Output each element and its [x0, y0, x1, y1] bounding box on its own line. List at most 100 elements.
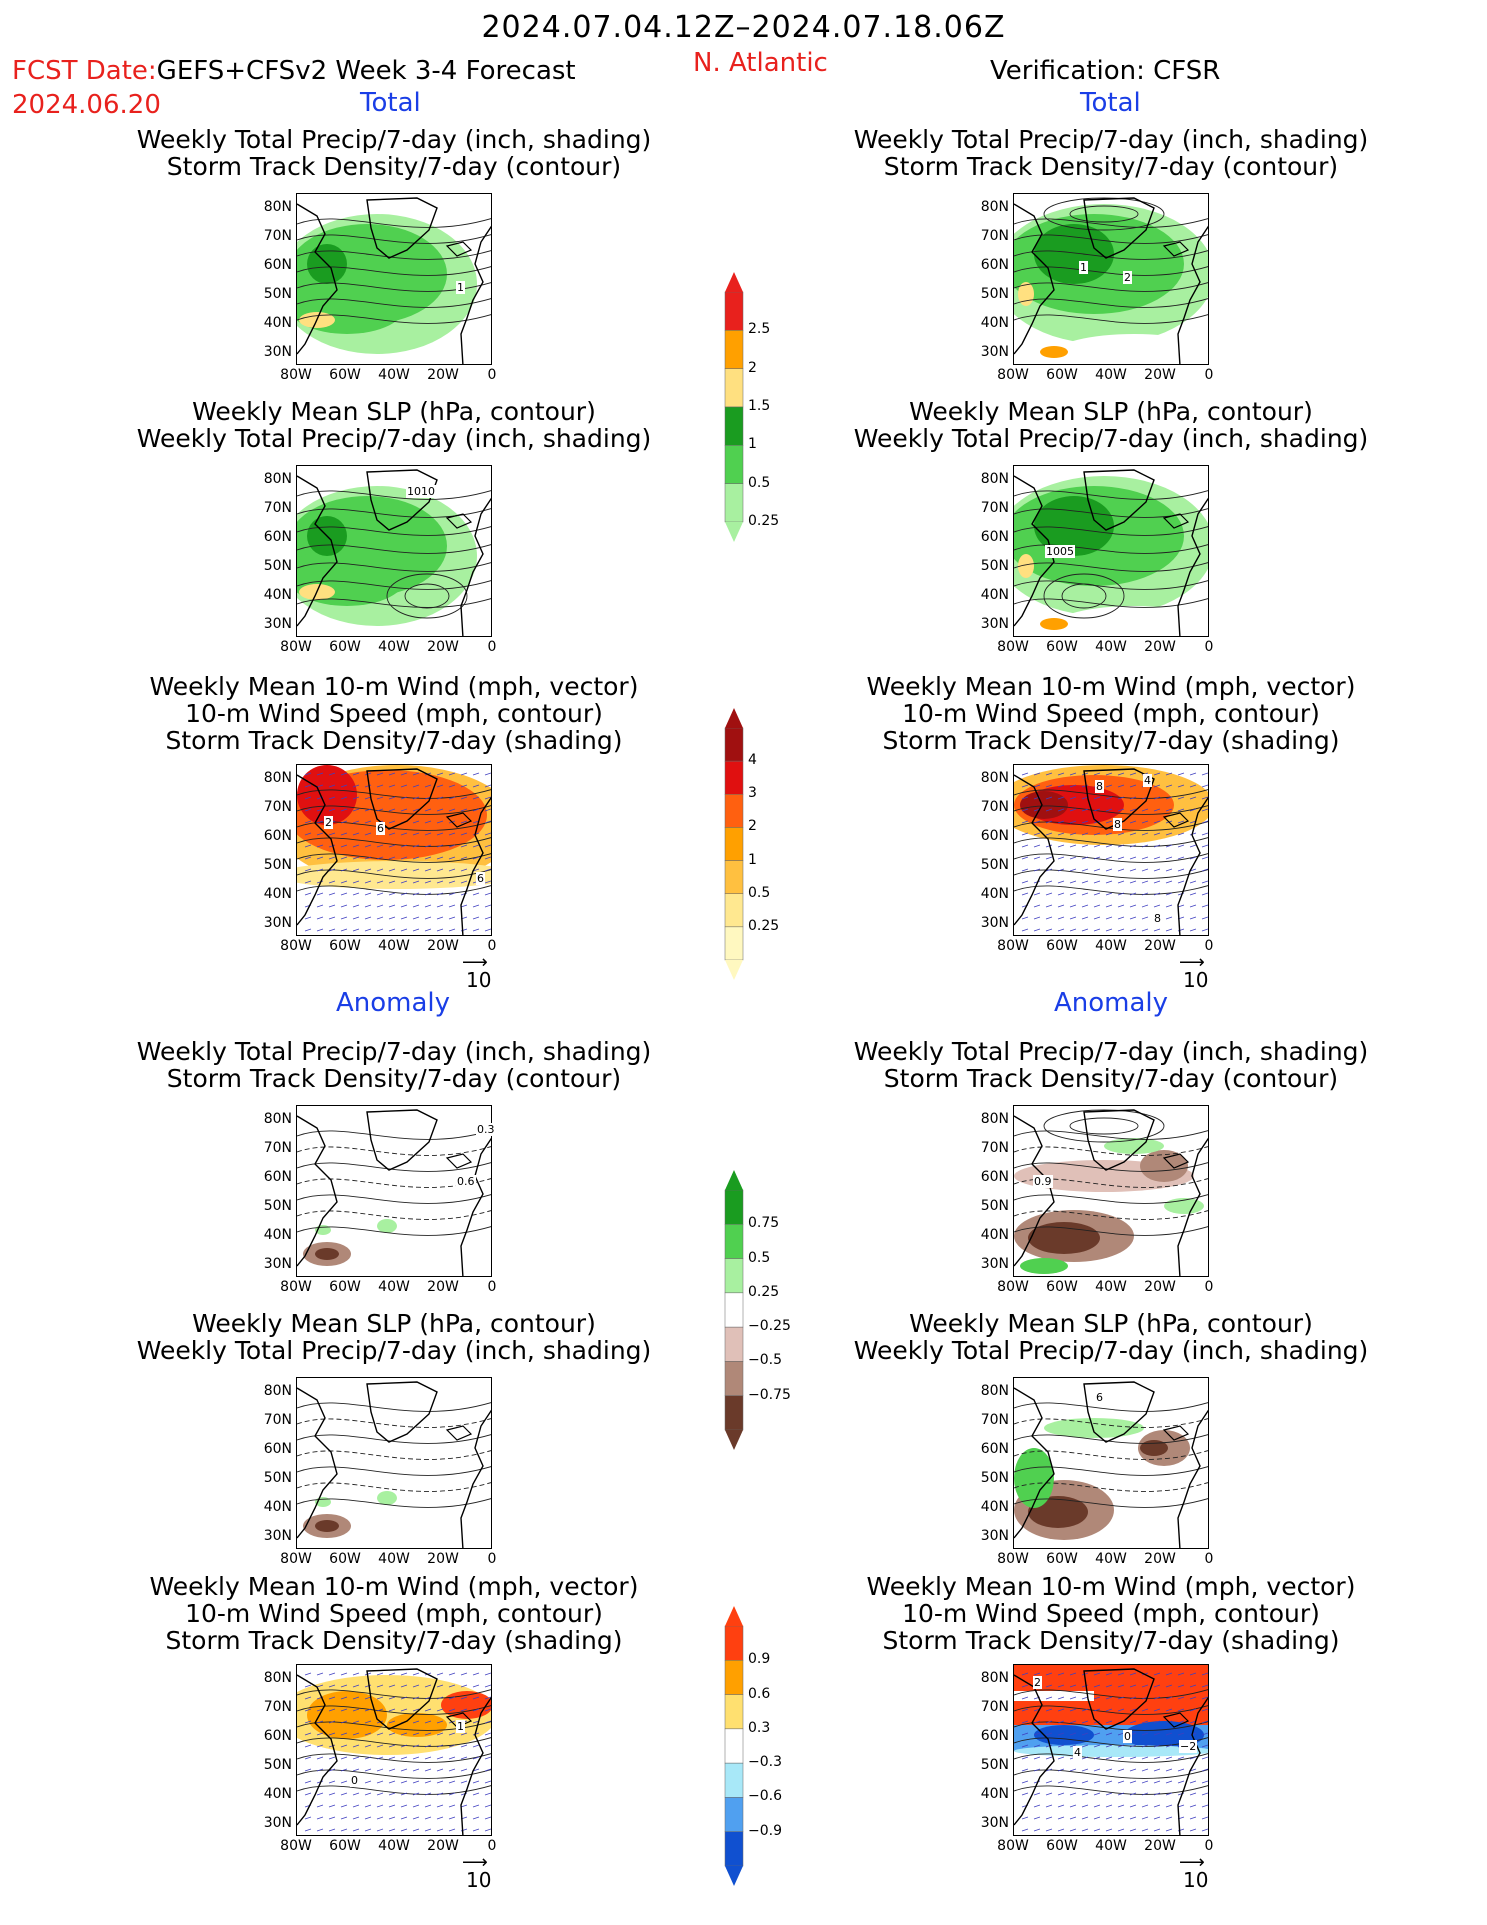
fcst-model: GEFS+CFSv2 Week 3-4 Forecast — [156, 56, 576, 86]
shading-region — [1140, 1150, 1188, 1182]
lat-tick-label: 70N — [980, 500, 1009, 516]
panel-title-line: Weekly Mean 10-m Wind (mph, vector) — [149, 1572, 639, 1601]
colorbar-label: 2 — [748, 818, 757, 835]
europe-africa-coastline — [460, 225, 491, 364]
colorbar-label: 0.5 — [748, 474, 771, 491]
colorbar-segment — [724, 1292, 744, 1328]
iceland-coastline — [1162, 812, 1190, 828]
greenland-coastline — [366, 1109, 438, 1171]
map-svg — [1014, 765, 1208, 935]
colorbar-label: −0.25 — [748, 1318, 791, 1335]
lon-tick-label: 0 — [487, 1838, 497, 1854]
north-america-coastline — [297, 774, 338, 926]
lon-tick-label: 0 — [487, 938, 497, 954]
north-america-coastline — [1014, 1387, 1055, 1539]
shading-region — [1044, 1418, 1144, 1438]
panel-title-line: Weekly Mean SLP (hPa, contour) — [909, 1309, 1313, 1338]
contour-label: 2 — [1033, 1676, 1042, 1689]
contour-label: 1010 — [406, 485, 436, 498]
map-panel-l2 — [296, 465, 492, 637]
contour-lines — [297, 490, 491, 619]
map-svg — [1014, 1109, 1208, 1276]
map-svg — [1014, 1665, 1208, 1835]
contour-label: 6 — [376, 822, 385, 835]
panel-title-line: Storm Track Density/7-day (contour) — [166, 152, 622, 181]
iceland-coastline — [1162, 513, 1190, 529]
panel-title-line: Weekly Mean SLP (hPa, contour) — [192, 1309, 596, 1338]
vector-arrow-icon: ⟶ — [462, 952, 488, 973]
panel-title-line: 10-m Wind Speed (mph, contour) — [902, 1599, 1320, 1628]
contour-label: 0.9 — [1033, 1175, 1053, 1188]
vector-arrow-icon: ⟶ — [1179, 952, 1205, 973]
panel-title-r5: Weekly Mean SLP (hPa, contour) Weekly Tot… — [771, 1310, 1451, 1364]
lon-tick-label: 20W — [1144, 1838, 1176, 1854]
contour-label: 8 — [1153, 912, 1162, 925]
lon-tick-label: 80W — [280, 1279, 312, 1295]
greenland-coastline — [1083, 768, 1155, 830]
shading-region — [1020, 1258, 1068, 1274]
lon-tick-label: 0 — [1204, 1551, 1214, 1567]
lat-tick-label: 40N — [980, 587, 1009, 603]
lat-tick-label: 60N — [263, 257, 292, 273]
lon-tick-label: 20W — [1144, 1279, 1176, 1295]
map-svg — [297, 194, 491, 364]
iceland-coastline — [445, 812, 473, 828]
lon-tick-label: 80W — [997, 639, 1029, 655]
panel-title-line: Weekly Total Precip/7-day (inch, shading… — [853, 1037, 1369, 1066]
lat-tick-label: 50N — [263, 558, 292, 574]
colorbar-label: −0.6 — [748, 1788, 782, 1805]
colorbar-label: 0.25 — [748, 917, 780, 934]
colorbar-precip_anom — [724, 1170, 744, 1450]
fcst-line: FCST Date:GEFS+CFSv2 Week 3-4 Forecast — [12, 56, 576, 86]
lon-tick-label: 0 — [1204, 639, 1214, 655]
contour-label: 0 — [1123, 1730, 1132, 1743]
colorbar-segment — [724, 1728, 744, 1764]
colorbar-segment — [724, 1395, 744, 1431]
colorbar-top-triangle — [725, 1606, 743, 1626]
colorbar-bottom-triangle — [725, 522, 743, 542]
lon-tick-label: 20W — [427, 938, 459, 954]
lat-tick-label: 40N — [980, 1786, 1009, 1802]
colorbar-segment — [724, 1224, 744, 1259]
lon-tick-label: 0 — [487, 1279, 497, 1295]
wind-vectors — [304, 772, 491, 932]
lat-tick-label: 60N — [980, 257, 1009, 273]
lat-tick-label: 50N — [980, 857, 1009, 873]
shading-region — [1104, 1138, 1164, 1154]
lat-tick-label: 80N — [263, 1383, 292, 1399]
map-panel-r1 — [1013, 193, 1209, 365]
region-label: N. Atlantic — [693, 48, 828, 78]
lat-tick-label: 60N — [980, 529, 1009, 545]
colorbar-segment — [724, 860, 744, 894]
panel-title-l3: Weekly Mean 10-m Wind (mph, vector) 10-m … — [54, 673, 734, 754]
lon-tick-label: 60W — [329, 1838, 361, 1854]
colorbar-label: 0.5 — [748, 1249, 771, 1266]
colorbar-label: 0.25 — [748, 513, 780, 529]
colorbar-segment — [724, 727, 744, 762]
shading-region — [1014, 1448, 1054, 1508]
lon-tick-label: 60W — [1046, 367, 1078, 383]
lat-tick-label: 40N — [263, 1786, 292, 1802]
lon-tick-label: 80W — [280, 1838, 312, 1854]
lat-tick-label: 60N — [263, 529, 292, 545]
verification-label: Verification: CFSR — [990, 56, 1221, 86]
europe-africa-coastline — [1177, 1409, 1208, 1548]
lon-tick-label: 0 — [1204, 367, 1214, 383]
colorbar-bottom-triangle — [725, 1430, 743, 1450]
panel-title-line: Weekly Total Precip/7-day (inch, shading… — [136, 1037, 652, 1066]
lon-tick-label: 40W — [1095, 1838, 1127, 1854]
colorbar-segment — [724, 1660, 744, 1695]
lon-tick-label: 40W — [1095, 1551, 1127, 1567]
lon-tick-label: 60W — [329, 1551, 361, 1567]
lat-tick-label: 60N — [263, 1169, 292, 1185]
europe-africa-coastline — [1177, 1696, 1208, 1835]
europe-africa-coastline — [460, 796, 491, 935]
shading-region — [377, 1219, 397, 1233]
contour-lines — [297, 1402, 491, 1508]
lat-tick-label: 60N — [980, 1169, 1009, 1185]
europe-africa-coastline — [460, 1409, 491, 1548]
vector-reference: ⟶ 10 — [1179, 1854, 1208, 1893]
lon-tick-label: 80W — [280, 1551, 312, 1567]
colorbar-label: 0.3 — [748, 1719, 771, 1736]
lat-tick-label: 50N — [263, 286, 292, 302]
